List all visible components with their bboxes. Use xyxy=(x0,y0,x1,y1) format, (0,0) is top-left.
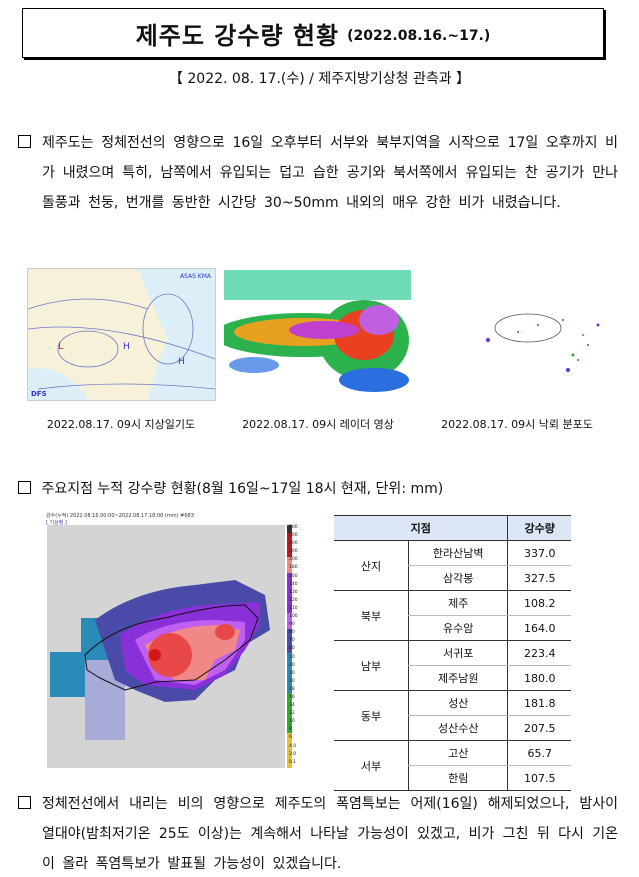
table-row: 유수암 164.0 xyxy=(334,615,571,641)
radar-image xyxy=(224,270,411,398)
rainfall-cell: 181.8 xyxy=(507,690,571,716)
rainfall-cell: 327.5 xyxy=(507,565,571,591)
colorbar-label: 50 xyxy=(289,654,295,660)
colorbar-label: 120 xyxy=(289,597,298,603)
rainfall-cell: 108.2 xyxy=(507,590,571,616)
region-cell: 동부 xyxy=(334,690,409,741)
paragraph-text: 제주도는 정체전선의 영향으로 16일 오후부터 서부와 북부지역을 시작으로 … xyxy=(42,135,618,211)
rainfall-cell: 223.4 xyxy=(507,640,571,666)
table-row: 북부 제주 108.2 xyxy=(334,590,571,641)
rainfall-cell: 180.0 xyxy=(507,665,571,691)
colorbar-label: 30 xyxy=(289,670,295,676)
station-cell: 한림 xyxy=(407,765,508,791)
figure-caption: 2022.08.17. 09시 레이더 영상 xyxy=(242,418,394,431)
colorbar-label: 8 xyxy=(289,727,292,733)
colorbar-label: 18 xyxy=(289,686,295,692)
header-station: 지점 xyxy=(334,515,508,541)
region-cell: 산지 xyxy=(334,540,409,591)
table-row: 동부 성산 181.8 xyxy=(334,690,571,741)
table-row: 제주남원 180.0 xyxy=(334,665,571,691)
colorbar-label: 80 xyxy=(289,630,295,636)
region-cell: 서부 xyxy=(334,740,409,791)
colorbar-label: 110 xyxy=(289,605,298,611)
colorbar-label: 0.1 xyxy=(289,759,297,765)
colorbar-label: 6 xyxy=(289,735,292,741)
svg-text:H: H xyxy=(178,357,185,367)
colorbar-label: 130 xyxy=(289,589,298,595)
rainfall-cell: 337.0 xyxy=(507,540,571,566)
lightning-distribution-image xyxy=(428,270,611,398)
bullet-box-icon xyxy=(18,128,42,158)
colorbar-label: 12 xyxy=(289,711,295,717)
colorbar-label: 140 xyxy=(289,581,298,587)
subtitle: 【 2022. 08. 17.(수) / 제주지방기상청 관측과 】 xyxy=(168,71,471,87)
bullet-box-icon xyxy=(18,789,42,819)
table-row: 서부 고산 65.7 xyxy=(334,740,571,791)
station-cell: 한라산남벽 xyxy=(407,540,508,566)
colorbar-label: 500 xyxy=(289,533,298,539)
colorbar-label: 300 xyxy=(289,549,298,555)
paragraph-summary: 제주도는 정체전선의 영향으로 16일 오후부터 서부와 북부지역을 시작으로 … xyxy=(18,128,618,218)
rainfall-cell: 107.5 xyxy=(507,765,571,791)
colorbar-label: 70 xyxy=(289,638,295,644)
page-title: 제주도 강수량 현황 xyxy=(135,21,340,50)
bullet-box-icon xyxy=(18,481,31,494)
station-cell: 제주 xyxy=(407,590,508,616)
colorbar-label: 10 xyxy=(289,719,295,725)
station-cell: 제주남원 xyxy=(407,665,508,691)
region-cell: 북부 xyxy=(334,590,409,641)
rainfall-cell: 164.0 xyxy=(507,615,571,641)
figure-caption: 2022.08.17. 09시 지상일기도 xyxy=(46,418,196,431)
table-row: 삼각봉 327.5 xyxy=(334,565,571,591)
paragraph-text: 정체전선에서 내리는 비의 영향으로 제주도의 폭염특보는 어제(16일) 해제… xyxy=(42,796,618,872)
station-cell: 서귀포 xyxy=(407,640,508,666)
colorbar-label: 20 xyxy=(289,678,295,684)
section-heading-text: 주요지점 누적 강수량 현황(8월 16일~17일 18시 현재, 단위: mm… xyxy=(41,481,444,497)
svg-text:H: H xyxy=(123,342,130,352)
chart-label: DFS xyxy=(31,390,47,398)
header-rainfall: 강수량 xyxy=(507,515,571,541)
table-row: 남부 서귀포 223.4 xyxy=(334,640,571,691)
table-row: 산지 한라산남벽 337.0 xyxy=(334,540,571,591)
colorbar-label: 200 xyxy=(289,557,298,563)
map-colorbar-labels: 700 500 400 300 200 180 160 140 130 120 110 100 90 80… xyxy=(289,524,298,767)
station-cell: 고산 xyxy=(407,740,508,766)
station-cell: 성산수산 xyxy=(407,715,508,741)
table-row: 성산수산 207.5 xyxy=(334,715,571,741)
station-cell: 성산 xyxy=(407,690,508,716)
chart-logo: ASAS KMA xyxy=(179,273,211,280)
map-header: 강수(누적) 2022.08.16.00:00~2022.08.17.18:00… xyxy=(46,513,194,519)
colorbar-label: 700 xyxy=(289,525,298,530)
colorbar-label: 100 xyxy=(289,614,298,620)
colorbar-label: 4.0 xyxy=(289,743,297,749)
colorbar-label: 160 xyxy=(289,573,298,579)
title-date: (2022.08.16.~17.) xyxy=(347,28,491,44)
accumulated-rainfall-map xyxy=(45,510,297,770)
paragraph-heatwave: 정체전선에서 내리는 비의 영향으로 제주도의 폭염특보는 어제(16일) 해제… xyxy=(18,789,618,877)
colorbar-label: 90 xyxy=(289,622,295,628)
station-cell: 삼각봉 xyxy=(407,565,508,591)
colorbar-label: 16 xyxy=(289,694,295,700)
station-cell: 유수암 xyxy=(407,615,508,641)
table-row: 한림 107.5 xyxy=(334,765,571,791)
colorbar-label: 2.0 xyxy=(289,751,297,757)
figure-caption: 2022.08.17. 09시 낙뢰 분포도 xyxy=(441,418,593,431)
colorbar-label: 400 xyxy=(289,541,298,547)
region-cell: 남부 xyxy=(334,640,409,691)
colorbar-label: 60 xyxy=(289,646,295,652)
colorbar-label: 40 xyxy=(289,662,295,668)
colorbar-label: 14 xyxy=(289,703,295,709)
svg-text:L: L xyxy=(58,341,64,352)
rainfall-table: 지점 강수량 산지 한라산남벽 337.0 삼각봉 327.5 북부 제주 108.2 유수암 1… xyxy=(334,515,571,791)
surface-weather-chart-image: L H H ASAS KMA DFS xyxy=(27,268,216,401)
rainfall-cell: 207.5 xyxy=(507,715,571,741)
colorbar-label: 180 xyxy=(289,565,298,571)
rainfall-cell: 65.7 xyxy=(507,740,571,766)
title-box: 제주도 강수량 현황 (2022.08.16.~17.) xyxy=(22,8,604,58)
section-heading: 주요지점 누적 강수량 현황(8월 16일~17일 18시 현재, 단위: mm… xyxy=(18,478,443,498)
map-source: [ 기상청 ] xyxy=(46,520,67,526)
